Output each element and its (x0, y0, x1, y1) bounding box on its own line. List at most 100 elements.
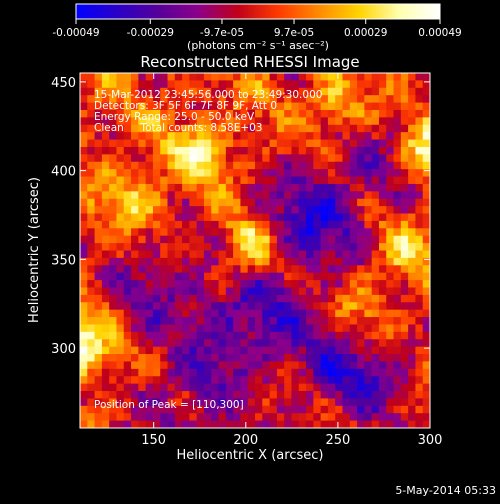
heatmap-cell (335, 169, 343, 177)
heatmap-cell (313, 80, 322, 89)
heatmap-cell (357, 413, 365, 422)
heatmap-cell (291, 413, 300, 422)
heatmap-cell (189, 405, 198, 414)
heatmap-cell (371, 124, 380, 133)
heatmap-cell (313, 309, 322, 318)
heatmap-cell (291, 331, 300, 340)
heatmap-cell (378, 272, 387, 281)
heatmap-cell (196, 391, 205, 399)
heatmap-cell (349, 243, 358, 251)
heatmap-cell (262, 294, 270, 303)
heatmap-cell (255, 139, 263, 148)
heatmap-cell (262, 257, 270, 266)
heatmap-cell (160, 220, 168, 229)
heatmap-cell (247, 309, 256, 318)
heatmap-cell (131, 198, 139, 207)
heatmap-cell (371, 280, 380, 288)
heatmap-cell (276, 391, 285, 399)
heatmap-cell (313, 124, 322, 133)
heatmap-cell (298, 80, 307, 89)
heatmap-cell (101, 176, 110, 185)
heatmap-cell (255, 331, 263, 340)
heatmap-cell (109, 331, 117, 340)
heatmap-cell (393, 302, 402, 311)
heatmap-cell (94, 420, 103, 429)
heatmap-cell (203, 317, 212, 325)
heatmap-cell (349, 339, 358, 348)
heatmap-cell (284, 331, 292, 340)
heatmap-cell (116, 250, 125, 259)
heatmap-cell (131, 146, 139, 155)
heatmap-cell (298, 420, 307, 429)
heatmap-cell (357, 132, 365, 140)
heatmap-cell (225, 287, 234, 296)
heatmap-cell (233, 154, 241, 163)
info-line-detectors: Detectors: 3F 5F 6F 7F 8F 9F, Att 0 (94, 100, 277, 112)
heatmap-cell (145, 198, 154, 207)
heatmap-cell (393, 109, 402, 118)
heatmap-cell (342, 302, 351, 311)
heatmap-cell (276, 109, 285, 118)
heatmap-cell (174, 309, 183, 318)
heatmap-cell (247, 132, 256, 140)
heatmap-cell (349, 73, 358, 81)
heatmap-cell (349, 302, 358, 311)
heatmap-cell (313, 376, 322, 385)
heatmap-cell (313, 220, 322, 229)
heatmap-cell (262, 317, 270, 325)
heatmap-cell (189, 302, 198, 311)
heatmap-cell (255, 405, 263, 414)
heatmap-cell (422, 324, 431, 333)
heatmap-cell (218, 324, 227, 333)
heatmap-cell (94, 102, 103, 111)
heatmap-cell (189, 176, 198, 185)
heatmap-cell (233, 317, 241, 325)
heatmap-cell (109, 206, 117, 214)
heatmap-cell (233, 376, 241, 385)
heatmap-cell (276, 206, 285, 214)
heatmap-cell (386, 146, 394, 155)
heatmap-cell (160, 154, 168, 163)
heatmap-cell (225, 109, 234, 118)
heatmap-cell (276, 154, 285, 163)
heatmap-cell (408, 331, 416, 340)
heatmap-cell (306, 376, 314, 385)
heatmap-cell (269, 161, 278, 170)
heatmap-cell (152, 309, 161, 318)
heatmap-cell (422, 331, 431, 340)
heatmap-cell (196, 346, 205, 355)
heatmap-cell (291, 228, 300, 237)
heatmap-cell (233, 265, 241, 274)
heatmap-cell (152, 405, 161, 414)
heatmap-cell (400, 213, 409, 222)
heatmap-cell (276, 398, 285, 407)
heatmap-cell (203, 161, 212, 170)
heatmap-cell (131, 109, 139, 118)
heatmap-cell (101, 346, 110, 355)
heatmap-cell (422, 213, 431, 222)
heatmap-cell (262, 272, 270, 281)
heatmap-cell (393, 265, 402, 274)
heatmap-cell (94, 309, 103, 318)
heatmap-cell (167, 376, 176, 385)
heatmap-cell (160, 317, 168, 325)
heatmap-cell (145, 235, 154, 244)
heatmap-cell (182, 139, 190, 148)
heatmap-cell (357, 250, 365, 259)
heatmap-cell (393, 280, 402, 288)
heatmap-cell (357, 361, 365, 370)
heatmap-cell (225, 139, 234, 148)
heatmap-cell (174, 206, 183, 214)
heatmap-cell (284, 80, 292, 89)
heatmap-cell (196, 405, 205, 414)
heatmap-cell (298, 383, 307, 392)
heatmap-cell (182, 191, 190, 200)
heatmap-cell (269, 124, 278, 133)
heatmap-cell (364, 309, 373, 318)
heatmap-cell (167, 361, 176, 370)
heatmap-cell (408, 317, 416, 325)
heatmap-cell (342, 250, 351, 259)
heatmap-cell (138, 272, 147, 281)
heatmap-cell (109, 213, 117, 222)
heatmap-cell (269, 228, 278, 237)
